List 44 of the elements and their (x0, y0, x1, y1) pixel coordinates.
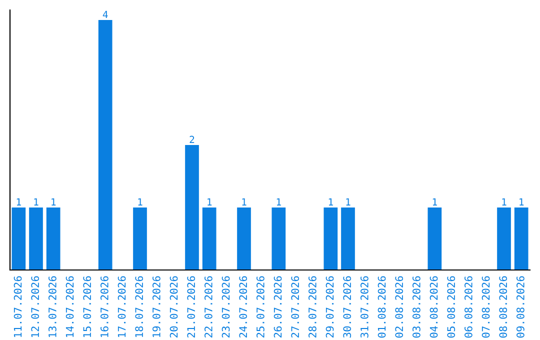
x-tick-label: 04.08.2026 (430, 276, 438, 338)
x-tick-label: 25.07.2026 (256, 276, 264, 338)
data-label: 4 (102, 10, 108, 18)
x-tick-label: 19.07.2026 (152, 276, 160, 338)
x-tick-label: 30.07.2026 (343, 276, 352, 338)
x-tick-label: 02.08.2026 (395, 276, 404, 338)
data-label: 1 (208, 198, 212, 206)
x-tick-label: 09.08.2026 (516, 276, 524, 338)
x-tick-label: 11.07.2026 (14, 276, 22, 338)
x-tick-label: 23.07.2026 (222, 276, 230, 338)
x-tick-label: 20.07.2026 (170, 276, 178, 338)
data-label: 1 (52, 198, 56, 206)
data-label: 2 (190, 136, 194, 143)
x-tick-label: 18.07.2026 (135, 276, 144, 338)
x-tick-label: 07.08.2026 (482, 276, 490, 338)
x-tick-label: 17.07.2026 (118, 276, 126, 338)
x-tick-label: 27.07.2026 (291, 276, 300, 338)
data-label: 1 (520, 198, 524, 206)
x-tick-label: 14.07.2026 (66, 276, 74, 338)
data-label: 1 (138, 198, 142, 206)
x-tick-label: 01.08.2026 (378, 276, 386, 338)
x-tick-label: 22.07.2026 (204, 276, 212, 338)
data-label: 1 (502, 198, 506, 206)
data-label: 1 (242, 198, 246, 206)
data-label: 1 (276, 198, 281, 206)
x-tick-label: 15.07.2026 (83, 276, 92, 338)
x-tick-label: 28.07.2026 (308, 276, 316, 338)
x-tick-label: 26.07.2026 (274, 276, 282, 338)
x-tick-label: 24.07.2026 (239, 276, 248, 338)
x-tick-label: 31.07.2026 (360, 276, 368, 338)
x-tick-label: 05.08.2026 (447, 276, 456, 338)
data-label: 1 (34, 198, 38, 206)
x-tick-label: 03.08.2026 (412, 276, 420, 338)
x-tick-label: 12.07.2026 (31, 276, 40, 338)
data-label: 1 (432, 198, 437, 206)
data-label: 1 (328, 198, 333, 206)
x-tick-label: 21.07.2026 (187, 276, 196, 338)
x-tick-label: 16.07.2026 (100, 276, 108, 338)
x-tick-label: 29.07.2026 (326, 276, 334, 338)
x-tick-label: 13.07.2026 (48, 276, 56, 338)
data-label: 1 (16, 198, 21, 206)
data-label: 1 (346, 198, 350, 206)
x-tick-label: 06.08.2026 (464, 276, 472, 338)
x-tick-label: 08.08.2026 (499, 276, 508, 338)
